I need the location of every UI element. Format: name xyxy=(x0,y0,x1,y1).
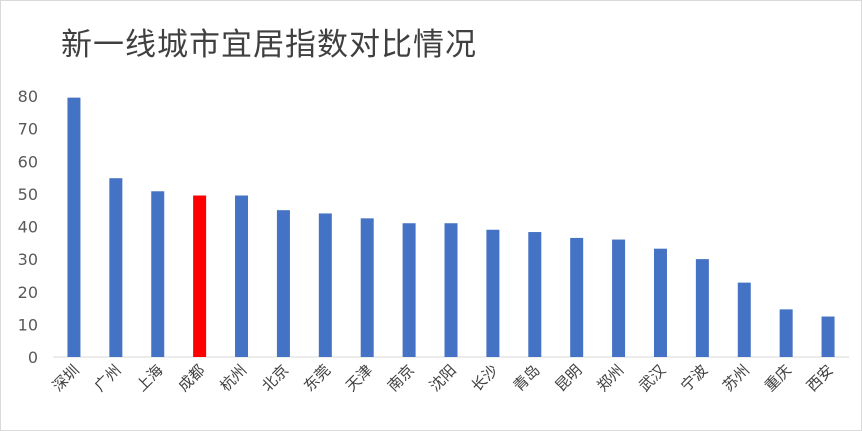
bar xyxy=(612,239,626,357)
x-tick-label: 宁波 xyxy=(677,361,711,395)
y-tick-label: 60 xyxy=(18,152,38,171)
bar xyxy=(193,195,207,357)
bar xyxy=(402,223,416,357)
x-tick-label: 天津 xyxy=(342,361,376,395)
x-tick-label: 上海 xyxy=(133,361,167,395)
x-tick-label: 重庆 xyxy=(761,361,795,395)
bar xyxy=(318,213,332,357)
x-tick-label: 苏州 xyxy=(719,361,753,395)
chart-title: 新一线城市宜居指数对比情况 xyxy=(61,27,477,63)
bar xyxy=(737,282,751,357)
y-tick-label: 50 xyxy=(18,185,38,204)
bar xyxy=(486,229,500,357)
bar xyxy=(779,309,793,357)
y-tick-label: 20 xyxy=(18,283,38,302)
bar xyxy=(276,210,290,357)
bar xyxy=(67,97,81,357)
x-tick-label: 成都 xyxy=(175,361,209,395)
bar xyxy=(528,232,542,357)
bar xyxy=(109,178,123,357)
bar xyxy=(444,223,458,357)
x-tick-label: 昆明 xyxy=(552,361,586,395)
x-tick-label: 深圳 xyxy=(49,361,83,395)
x-tick-label: 郑州 xyxy=(593,361,627,395)
bar xyxy=(653,248,667,357)
y-tick-label: 30 xyxy=(18,250,38,269)
y-tick-label: 10 xyxy=(18,315,38,334)
x-tick-label: 武汉 xyxy=(635,361,669,395)
bar xyxy=(570,237,584,357)
bar xyxy=(360,218,374,357)
bar xyxy=(235,195,249,357)
y-tick-label: 40 xyxy=(18,218,38,237)
x-tick-label: 南京 xyxy=(384,361,418,395)
x-tick-label: 广州 xyxy=(91,361,125,395)
x-tick-label: 北京 xyxy=(258,361,292,395)
bar xyxy=(821,316,835,357)
x-tick-label: 沈阳 xyxy=(426,361,460,395)
bar xyxy=(151,191,165,357)
y-tick-label: 0 xyxy=(28,348,38,367)
x-tick-label: 东莞 xyxy=(300,361,334,395)
x-tick-label: 长沙 xyxy=(468,361,502,395)
x-tick-label: 杭州 xyxy=(216,361,250,395)
x-tick-label: 青岛 xyxy=(510,361,544,395)
bar xyxy=(695,259,709,357)
y-tick-label: 70 xyxy=(18,120,38,139)
y-tick-label: 80 xyxy=(18,87,38,106)
x-tick-label: 西安 xyxy=(803,361,837,395)
